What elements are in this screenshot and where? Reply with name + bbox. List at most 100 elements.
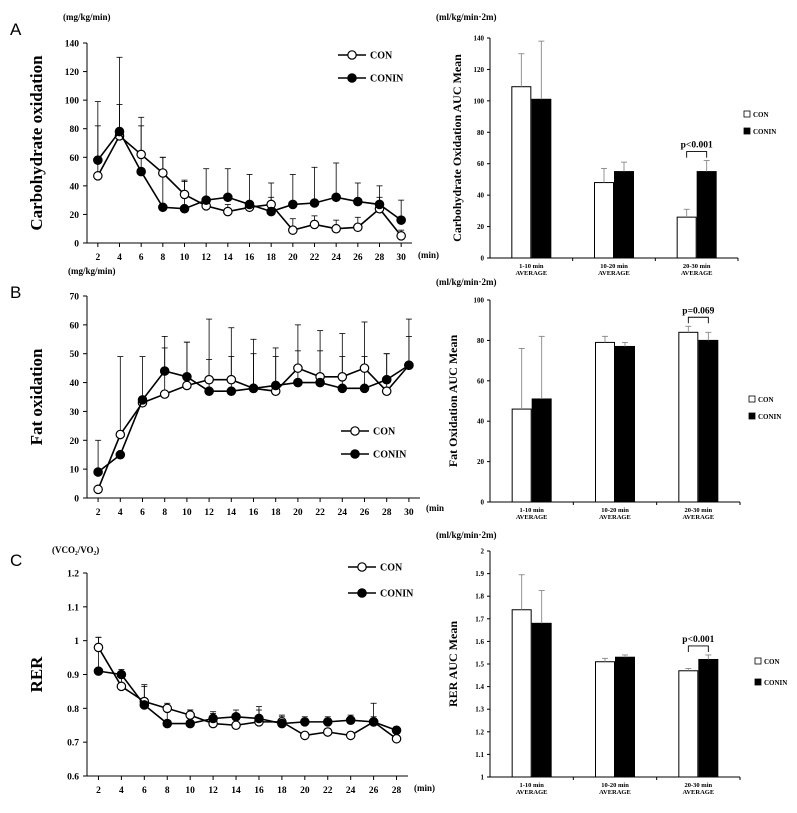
bar-con <box>511 609 532 778</box>
data-point-conin <box>139 700 150 710</box>
y-tick-label: 1.2 <box>475 728 484 736</box>
y-tick-label: 1.8 <box>475 593 484 601</box>
y-axis-label: RER <box>27 656 46 693</box>
y-tick-label: 80 <box>477 129 485 137</box>
series-line-con <box>97 647 398 740</box>
y-axis-unit: (ml/kg/min·2m) <box>436 530 497 540</box>
data-point-con <box>300 730 310 741</box>
legend-marker <box>357 588 367 598</box>
data-point-con <box>179 189 190 200</box>
data-point-con <box>231 720 241 731</box>
y-tick-label: 1.4 <box>475 683 484 691</box>
y-tick-label: 1.9 <box>475 570 484 578</box>
y-tick-label: 70 <box>70 293 80 303</box>
data-point-con <box>204 374 214 385</box>
data-point-conin <box>359 383 370 394</box>
panel-letter: B <box>10 283 21 302</box>
x-tick-label: 12 <box>201 253 211 263</box>
data-point-conin <box>288 199 298 210</box>
x-tick-label: 24 <box>331 253 341 263</box>
data-point-conin <box>315 377 325 388</box>
y-tick-label: 0.7 <box>67 739 79 749</box>
data-point-conin <box>162 718 173 729</box>
legend-label: CONIN <box>758 413 781 421</box>
y-axis-label: Carbohydrate oxidation <box>27 55 46 231</box>
legend-label: CONIN <box>380 589 414 600</box>
y-tick-label: 140 <box>65 40 80 50</box>
x-tick-label: 24 <box>346 786 356 796</box>
bar-conin <box>614 171 634 259</box>
bar-conin <box>531 98 552 259</box>
legend-marker <box>357 562 367 572</box>
x-tick-label: 6 <box>139 253 144 263</box>
y-tick-label: 20 <box>70 211 80 221</box>
x-tick-label: 4 <box>119 786 124 796</box>
data-point-conin <box>396 215 406 225</box>
x-tick-label: 28 <box>382 508 392 518</box>
x-tick-label: 6 <box>140 508 145 518</box>
y-tick-label: 1.6 <box>475 638 484 646</box>
category-label: 10-20 min <box>601 507 629 514</box>
data-point-conin <box>182 371 192 382</box>
category-label: AVERAGE <box>516 514 548 521</box>
x-tick-label: 18 <box>266 253 276 263</box>
y-tick-label: 10 <box>70 466 80 476</box>
data-point-conin <box>337 383 348 394</box>
legend-label: CONIN <box>370 74 404 85</box>
data-point-conin <box>223 192 233 203</box>
x-tick-label: 10 <box>182 508 192 518</box>
y-tick-label: 1 <box>74 637 79 647</box>
data-point-con <box>159 389 170 399</box>
bar-conin <box>615 656 635 778</box>
significance-bracket <box>687 645 709 652</box>
x-tick-label: 14 <box>231 786 241 796</box>
x-tick-label: 20 <box>288 253 298 263</box>
data-point-conin <box>374 199 385 210</box>
data-point-conin <box>158 202 168 213</box>
legend-marker <box>350 426 360 436</box>
bar-con <box>678 670 699 778</box>
y-axis-unit: (mg/kg/min) <box>68 266 116 276</box>
category-label: 20-30 min <box>685 507 713 514</box>
bar-conin <box>698 658 719 778</box>
legend-label: CON <box>370 51 393 62</box>
x-tick-label: 30 <box>396 253 406 263</box>
y-tick-label: 0 <box>481 255 485 263</box>
legend-swatch <box>743 110 751 118</box>
data-point-conin <box>345 715 356 725</box>
x-tick-label: 8 <box>162 508 167 518</box>
x-tick-label: 20 <box>293 508 303 518</box>
category-label: AVERAGE <box>598 270 630 277</box>
x-tick-label: 16 <box>254 786 264 796</box>
x-tick-label: 8 <box>160 253 165 263</box>
y-tick-label: 1.5 <box>475 661 484 669</box>
data-point-conin <box>381 374 392 385</box>
category-label: 10-20 min <box>601 782 629 789</box>
category-label: 1-10 min <box>519 782 544 789</box>
legend-swatch <box>748 412 756 420</box>
y-tick-label: 20 <box>70 437 80 447</box>
bar-con <box>595 661 615 778</box>
y-tick-label: 60 <box>70 154 80 164</box>
y-tick-label: 0 <box>74 240 79 250</box>
data-point-conin <box>185 718 195 729</box>
x-tick-label: 24 <box>338 508 348 518</box>
data-point-con <box>93 171 103 181</box>
x-tick-label: 26 <box>360 508 370 518</box>
data-point-conin <box>93 666 104 676</box>
data-point-conin <box>309 198 320 208</box>
y-axis-unit: (mg/kg/min) <box>63 12 111 22</box>
data-point-con <box>391 733 402 744</box>
data-point-con <box>182 380 192 391</box>
data-point-conin <box>208 713 218 724</box>
legend-swatch <box>754 657 762 665</box>
y-axis-label: Fat oxidation <box>27 348 46 445</box>
bar-chart-1: 0 20 40 60 80 100 (ml/kg/min·2m) Fat Oxidation … <box>436 277 781 521</box>
data-point-conin <box>244 199 255 210</box>
x-tick-label: 4 <box>117 253 122 263</box>
y-tick-label: 40 <box>70 379 80 389</box>
x-tick-label: 6 <box>142 786 147 796</box>
y-tick-label: 0.8 <box>67 705 79 715</box>
y-tick-label: 0.6 <box>67 773 79 783</box>
